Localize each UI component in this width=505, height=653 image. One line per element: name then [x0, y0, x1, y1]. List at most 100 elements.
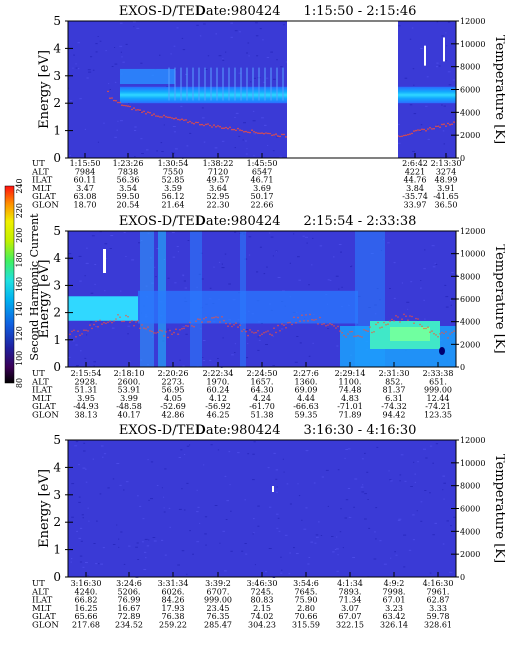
colorbar-tick-label: 140 [15, 301, 24, 316]
table-cell: 51.31 [75, 386, 98, 395]
table-cell: -61.70 [249, 402, 275, 411]
table-cell: 2:22:34 [203, 369, 234, 378]
y2-tick-label: 12000 [460, 436, 485, 445]
spike-mark [424, 45, 426, 66]
table-row-label: GLAT [32, 192, 56, 202]
y-axis-label: Energy [eV] [37, 260, 52, 339]
table-cell: 3.54 [119, 184, 137, 193]
band-streak [246, 67, 248, 101]
chart-time-range: 2:15:54 - 2:33:38 [304, 214, 417, 229]
table-cell: 315.59 [292, 621, 320, 630]
table-cell: 36.50 [435, 201, 458, 210]
table-cell: 2928. [75, 377, 98, 386]
colorbar-tick-label: 200 [15, 228, 24, 243]
table-cell: 328.61 [424, 621, 452, 630]
colorbar-tick-label: 180 [15, 252, 24, 267]
y2-tick-label: 10000 [460, 459, 485, 468]
table-cell: 1657. [251, 377, 274, 386]
colorbar-tick-label: 240 [15, 178, 24, 193]
table-cell: 4:9:2 [384, 579, 405, 588]
table-cell: 999.00 [204, 596, 232, 605]
table-cell: 94.42 [383, 411, 406, 420]
table-cell: 59.78 [427, 612, 450, 621]
chart-date: Date:980424 [195, 423, 280, 438]
table-cell: 46.71 [251, 176, 274, 185]
table-cell: 3.64 [209, 184, 227, 193]
y2-tick-label: 6000 [460, 295, 480, 304]
data-gap [287, 21, 398, 158]
band-streak [252, 67, 254, 101]
table-cell: 6.31 [385, 394, 403, 403]
ion-band [120, 86, 287, 104]
table-cell: -44.93 [73, 402, 99, 411]
colorbar-tick-label: 120 [15, 326, 24, 341]
background-texture [70, 441, 456, 578]
table-cell: -52.69 [160, 402, 186, 411]
table-row-label: MLT [32, 394, 52, 404]
table-cell: 852. [385, 377, 403, 386]
y2-tick-label: 10000 [460, 40, 485, 49]
table-cell: 69.09 [295, 386, 318, 395]
table-cell: 3.95 [77, 394, 95, 403]
table-cell: 53.91 [118, 386, 141, 395]
table-cell: 2:6:42 [402, 159, 428, 168]
table-cell: 7550 [163, 167, 183, 176]
table-cell: 80.83 [251, 596, 274, 605]
table-cell: -48.58 [116, 402, 142, 411]
table-cell: 3.07 [341, 604, 359, 613]
table-cell: -66.63 [293, 402, 319, 411]
table-cell: 52.95 [207, 192, 230, 201]
y-tick-label: 4 [53, 251, 61, 265]
table-row-label: MLT [32, 184, 52, 194]
y-tick-label: 5 [53, 14, 61, 28]
table-cell: 60.11 [74, 176, 97, 185]
table-cell: 17.93 [162, 604, 185, 613]
table-cell: 50.17 [251, 192, 274, 201]
table-cell: 59.50 [117, 192, 140, 201]
table-cell: 71.89 [339, 411, 362, 420]
table-cell: 5206. [118, 587, 141, 596]
table-cell: 1:45:50 [247, 159, 278, 168]
table-cell: 56.36 [117, 176, 140, 185]
ion-band [68, 296, 138, 321]
y2-tick-label: 4000 [460, 318, 480, 327]
table-cell: 3.99 [120, 394, 138, 403]
chart-date: Date:980424 [195, 214, 280, 229]
table-cell: 2:18:10 [114, 369, 145, 378]
table-cell: 38.13 [75, 411, 98, 420]
band-streak [222, 67, 224, 101]
band-streak [276, 67, 278, 101]
table-cell: 234.52 [115, 621, 143, 630]
table-cell: 2:13:30 [431, 159, 462, 168]
band-streak [174, 67, 176, 101]
table-row-label: ILAT [32, 176, 53, 186]
table-cell: -35.74 [402, 192, 428, 201]
y2-tick-label: 0 [460, 363, 465, 372]
y-tick-label: 0 [53, 570, 61, 584]
table-row-label: GLAT [32, 402, 56, 412]
y2-tick-label: 10000 [460, 250, 485, 259]
y-tick-label: 5 [53, 224, 61, 238]
table-cell: 3.91 [437, 184, 455, 193]
table-cell: 4221 [405, 167, 425, 176]
table-cell: 81.37 [383, 386, 406, 395]
table-cell: 56.95 [162, 386, 185, 395]
band-streak [264, 67, 266, 101]
table-cell: 326.14 [380, 621, 408, 630]
chart-title: EXOS-D/TED [119, 4, 205, 19]
y2-tick-label: 0 [460, 573, 465, 582]
plot-background [68, 440, 456, 577]
y-tick-label: 1 [53, 124, 61, 138]
y-tick-label: 2 [53, 515, 61, 529]
table-cell: 285.47 [204, 621, 232, 630]
band-streak [270, 67, 272, 101]
table-row-label: ILAT [32, 596, 53, 606]
table-cell: 42.86 [162, 411, 185, 420]
chart-title: EXOS-D/TED [119, 214, 205, 229]
table-cell: 2:15:54 [71, 369, 102, 378]
table-cell: 6026. [162, 587, 185, 596]
band-streak [192, 67, 194, 101]
table-cell: 999.00 [424, 386, 452, 395]
